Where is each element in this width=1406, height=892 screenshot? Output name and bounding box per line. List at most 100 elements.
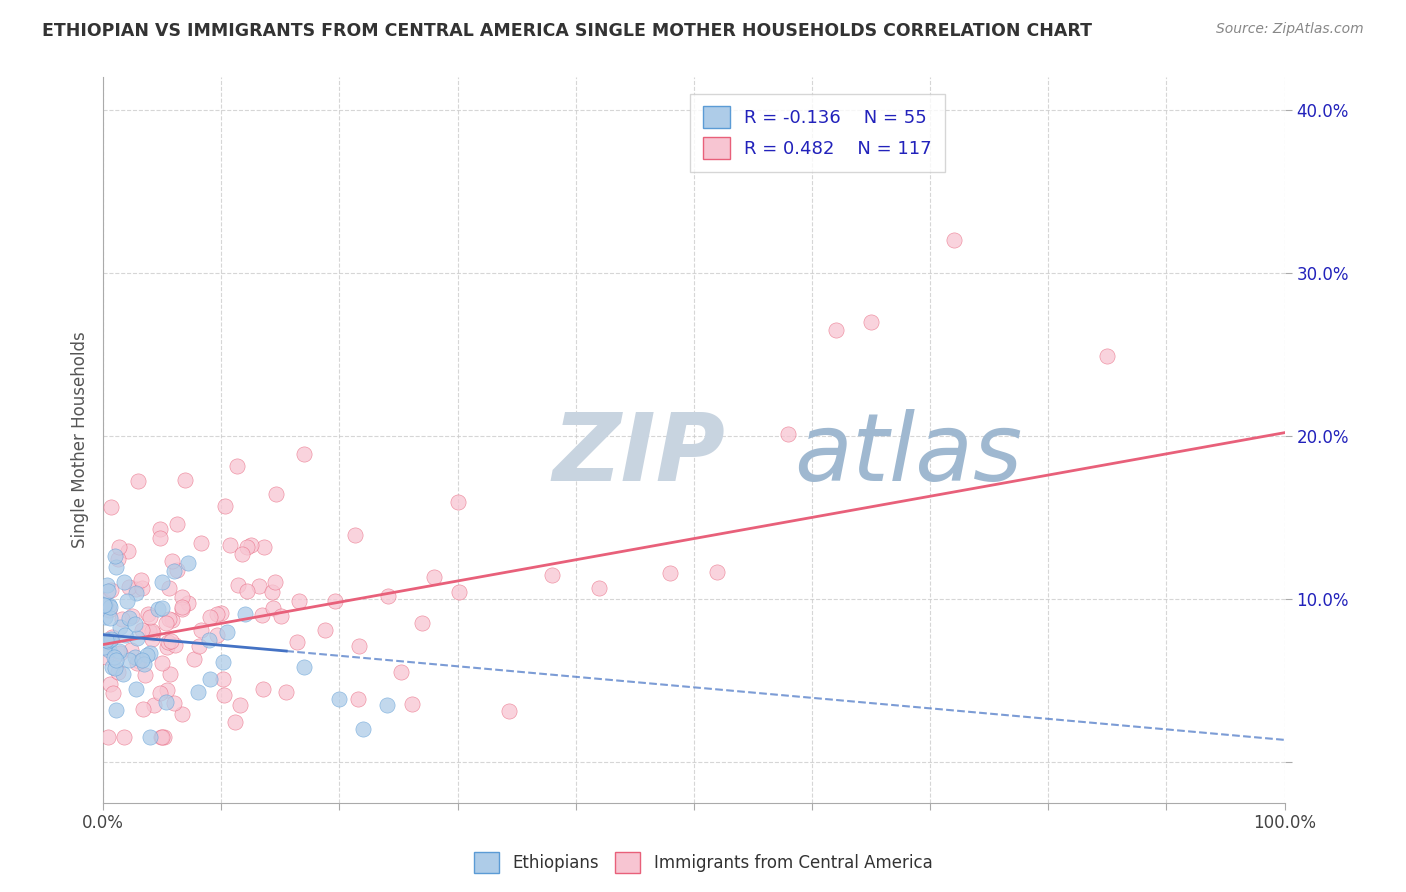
Point: [100, 500, 122, 514]
Point: [131, 653, 153, 667]
Point: [121, 608, 143, 623]
Point: [253, 540, 276, 554]
Text: ETHIOPIAN VS IMMIGRANTS FROM CENTRAL AMERICA SINGLE MOTHER HOUSEHOLDS CORRELATIO: ETHIOPIAN VS IMMIGRANTS FROM CENTRAL AME…: [42, 22, 1092, 40]
Point: [942, 234, 965, 248]
Point: [262, 600, 284, 615]
Point: [156, 683, 179, 698]
Point: [159, 666, 181, 681]
Point: [236, 584, 259, 599]
Legend: R = -0.136    N = 55, R = 0.482    N = 117: R = -0.136 N = 55, R = 0.482 N = 117: [690, 94, 945, 172]
Point: [211, 655, 233, 669]
Point: [449, 585, 471, 599]
Text: Source: ZipAtlas.com: Source: ZipAtlas.com: [1216, 22, 1364, 37]
Point: [860, 315, 883, 329]
Point: [125, 582, 148, 596]
Point: [93, 594, 115, 608]
Point: [218, 538, 240, 552]
Point: [292, 447, 315, 461]
Point: [150, 731, 173, 745]
Text: atlas: atlas: [794, 409, 1022, 500]
Point: [176, 595, 198, 609]
Point: [107, 665, 129, 679]
Point: [105, 702, 128, 716]
Point: [129, 573, 152, 587]
Point: [211, 673, 233, 687]
Point: [141, 632, 163, 647]
Point: [128, 654, 150, 668]
Point: [96, 578, 118, 592]
Point: [229, 698, 252, 712]
Point: [120, 643, 142, 657]
Point: [117, 594, 139, 608]
Point: [97, 634, 120, 648]
Point: [288, 594, 311, 608]
Point: [124, 617, 146, 632]
Point: [166, 563, 188, 577]
Point: [233, 607, 256, 622]
Point: [247, 579, 270, 593]
Point: [205, 607, 228, 622]
Point: [124, 650, 146, 665]
Point: [118, 610, 141, 624]
Point: [98, 598, 121, 612]
Point: [98, 632, 121, 647]
Point: [163, 564, 186, 578]
Point: [207, 628, 229, 642]
Point: [141, 624, 163, 638]
Point: [343, 528, 366, 542]
Point: [262, 585, 284, 599]
Point: [276, 684, 298, 698]
Point: [292, 660, 315, 674]
Point: [103, 650, 125, 665]
Point: [170, 590, 193, 604]
Point: [347, 639, 370, 653]
Point: [108, 620, 131, 634]
Point: [174, 473, 197, 487]
Point: [778, 426, 800, 441]
Point: [226, 578, 249, 592]
Point: [112, 667, 135, 681]
Point: [98, 611, 121, 625]
Point: [139, 647, 162, 661]
Point: [155, 616, 177, 631]
Point: [136, 607, 159, 621]
Point: [93, 598, 115, 612]
Point: [131, 624, 153, 638]
Point: [352, 723, 374, 737]
Point: [139, 609, 162, 624]
Point: [100, 632, 122, 647]
Point: [314, 624, 336, 638]
Point: [209, 606, 232, 620]
Point: [263, 574, 285, 589]
Point: [112, 731, 135, 745]
Point: [160, 614, 183, 628]
Point: [149, 522, 172, 536]
Point: [118, 653, 141, 667]
Point: [96, 731, 118, 745]
Point: [541, 567, 564, 582]
Point: [150, 574, 173, 589]
Point: [270, 608, 292, 623]
Point: [127, 474, 149, 488]
Point: [94, 649, 117, 664]
Point: [104, 549, 127, 563]
Point: [134, 667, 156, 681]
Point: [153, 731, 176, 745]
Point: [160, 634, 183, 648]
Point: [105, 653, 128, 667]
Point: [127, 657, 149, 671]
Point: [108, 644, 131, 658]
Point: [217, 625, 239, 640]
Point: [187, 639, 209, 653]
Point: [170, 599, 193, 614]
Point: [226, 458, 249, 473]
Point: [157, 635, 180, 649]
Point: [375, 698, 398, 712]
Point: [117, 543, 139, 558]
Point: [285, 635, 308, 649]
Point: [146, 602, 169, 616]
Point: [139, 731, 162, 745]
Point: [117, 580, 139, 594]
Point: [155, 695, 177, 709]
Y-axis label: Single Mother Households: Single Mother Households: [72, 332, 89, 549]
